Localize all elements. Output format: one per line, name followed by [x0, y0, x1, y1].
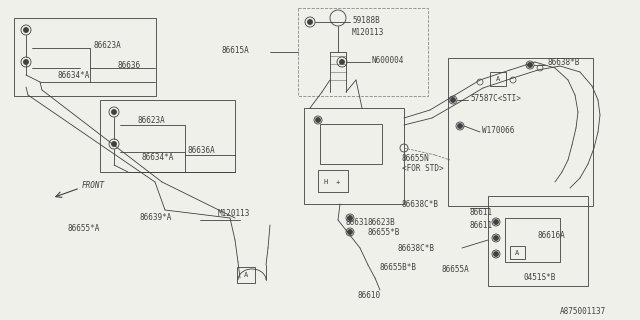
Text: 86655A: 86655A: [442, 266, 470, 275]
Text: 86636: 86636: [118, 60, 141, 69]
Circle shape: [458, 124, 463, 129]
Bar: [14, 18, 156, 96]
Circle shape: [493, 252, 499, 257]
Bar: [320, 124, 382, 164]
Text: 86638C*B: 86638C*B: [402, 199, 439, 209]
Text: 86638C*B: 86638C*B: [398, 244, 435, 252]
Text: A: A: [244, 272, 248, 278]
Circle shape: [111, 109, 116, 115]
Circle shape: [24, 28, 29, 33]
Circle shape: [24, 60, 29, 65]
Text: 59188B: 59188B: [352, 15, 380, 25]
Text: 86638*B: 86638*B: [548, 58, 580, 67]
Text: A: A: [496, 76, 500, 82]
Circle shape: [493, 236, 499, 241]
Circle shape: [307, 20, 312, 25]
Circle shape: [316, 117, 321, 123]
Text: A: A: [515, 250, 519, 256]
Circle shape: [527, 62, 532, 68]
Text: 86611: 86611: [470, 207, 493, 217]
Bar: [448, 58, 593, 206]
Text: 86610: 86610: [358, 291, 381, 300]
Text: 86655N: 86655N: [402, 154, 429, 163]
Bar: [304, 108, 404, 204]
Text: 86623A: 86623A: [94, 41, 122, 50]
Text: W170066: W170066: [482, 125, 515, 134]
Bar: [100, 100, 235, 172]
Text: 86616A: 86616A: [538, 230, 566, 239]
Bar: [505, 218, 560, 262]
Text: H: H: [324, 179, 328, 185]
Circle shape: [339, 60, 344, 65]
Text: M120113: M120113: [218, 209, 250, 218]
Text: 86615A: 86615A: [222, 45, 250, 54]
Text: A875001137: A875001137: [560, 308, 606, 316]
Text: N600004: N600004: [372, 55, 404, 65]
Text: 86623B: 86623B: [368, 218, 396, 227]
Text: 86631: 86631: [346, 218, 369, 227]
Text: 86639*A: 86639*A: [140, 212, 172, 221]
Bar: [298, 8, 428, 96]
Bar: [490, 72, 506, 86]
Text: +: +: [336, 179, 340, 185]
Text: 86623A: 86623A: [138, 116, 166, 124]
Circle shape: [111, 141, 116, 147]
Bar: [510, 246, 525, 259]
Text: 86655B*B: 86655B*B: [380, 263, 417, 273]
Text: 86611: 86611: [470, 220, 493, 229]
Text: 86636A: 86636A: [188, 146, 216, 155]
Bar: [318, 170, 348, 192]
Circle shape: [451, 98, 456, 102]
Bar: [488, 196, 588, 286]
Text: 86634*A: 86634*A: [57, 70, 90, 79]
Circle shape: [348, 229, 353, 235]
Circle shape: [348, 215, 353, 220]
Text: FRONT: FRONT: [82, 180, 105, 189]
Text: 86655*A: 86655*A: [68, 223, 100, 233]
Circle shape: [493, 220, 499, 225]
Text: <FOR STD>: <FOR STD>: [402, 164, 444, 172]
Bar: [237, 267, 255, 283]
Text: 57587C<STI>: 57587C<STI>: [470, 93, 521, 102]
Text: 86634*A: 86634*A: [142, 153, 174, 162]
Text: 86655*B: 86655*B: [368, 228, 401, 236]
Text: 0451S*B: 0451S*B: [524, 274, 556, 283]
Text: M120113: M120113: [352, 28, 385, 36]
